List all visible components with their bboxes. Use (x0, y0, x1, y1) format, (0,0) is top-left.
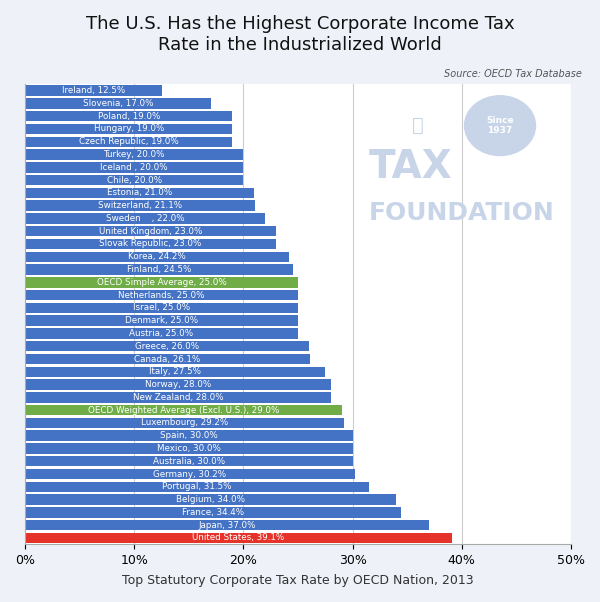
Text: FOUNDATION: FOUNDATION (369, 201, 555, 225)
Bar (25, 482, 369, 492)
Bar (25, 507, 401, 518)
Text: Denmark, 25.0%: Denmark, 25.0% (125, 316, 198, 325)
Bar (25, 188, 254, 198)
Bar (25, 277, 298, 288)
Bar (25, 405, 341, 415)
X-axis label: Top Statutory Corporate Tax Rate by OECD Nation, 2013: Top Statutory Corporate Tax Rate by OECD… (122, 574, 474, 587)
Text: Israel, 25.0%: Israel, 25.0% (133, 303, 190, 312)
Bar (25, 264, 293, 275)
Bar (25, 239, 276, 249)
Bar (25, 418, 344, 428)
Text: TAX: TAX (369, 148, 453, 186)
Text: OECD Weighted Average (Excl. U.S.), 29.0%: OECD Weighted Average (Excl. U.S.), 29.0… (88, 406, 279, 415)
Text: Switzerland, 21.1%: Switzerland, 21.1% (98, 201, 182, 210)
Text: Czech Republic, 19.0%: Czech Republic, 19.0% (79, 137, 179, 146)
Bar (25, 367, 325, 377)
Text: Greece, 26.0%: Greece, 26.0% (135, 342, 199, 351)
Text: Netherlands, 25.0%: Netherlands, 25.0% (118, 291, 205, 300)
Text: United Kingdom, 23.0%: United Kingdom, 23.0% (99, 227, 202, 236)
Bar (25, 162, 244, 173)
Bar (25, 456, 353, 467)
Bar (25, 392, 331, 403)
Bar (25, 290, 298, 300)
Text: Canada, 26.1%: Canada, 26.1% (134, 355, 200, 364)
Text: Luxembourg, 29.2%: Luxembourg, 29.2% (141, 418, 228, 427)
Text: Chile, 20.0%: Chile, 20.0% (107, 176, 162, 185)
Text: Turkey, 20.0%: Turkey, 20.0% (103, 150, 165, 159)
Text: The U.S. Has the Highest Corporate Income Tax
Rate in the Industrialized World: The U.S. Has the Highest Corporate Incom… (86, 15, 514, 54)
Text: 🏛: 🏛 (412, 116, 424, 135)
Circle shape (464, 96, 536, 155)
Bar (25, 200, 256, 211)
Bar (25, 520, 429, 530)
Text: Iceland , 20.0%: Iceland , 20.0% (100, 163, 168, 172)
Bar (25, 226, 276, 237)
Bar (25, 124, 232, 134)
Text: Austria, 25.0%: Austria, 25.0% (130, 329, 194, 338)
Text: Belgium, 34.0%: Belgium, 34.0% (176, 495, 245, 504)
Text: Norway, 28.0%: Norway, 28.0% (145, 380, 211, 389)
Text: Italy, 27.5%: Italy, 27.5% (149, 367, 201, 376)
Bar (25, 443, 353, 454)
Bar (25, 354, 310, 364)
Text: New Zealand, 28.0%: New Zealand, 28.0% (133, 393, 223, 402)
Bar (25, 494, 396, 505)
Bar (25, 533, 452, 543)
Text: OECD Simple Average, 25.0%: OECD Simple Average, 25.0% (97, 278, 226, 287)
Text: Mexico, 30.0%: Mexico, 30.0% (157, 444, 221, 453)
Text: Finland, 24.5%: Finland, 24.5% (127, 265, 191, 274)
Bar (25, 98, 211, 108)
Bar (25, 175, 244, 185)
Bar (25, 149, 244, 160)
Text: Estonia, 21.0%: Estonia, 21.0% (107, 188, 172, 197)
Bar (25, 469, 355, 479)
Text: Poland, 19.0%: Poland, 19.0% (98, 112, 160, 120)
Bar (25, 111, 232, 122)
Bar (25, 315, 298, 326)
Bar (25, 379, 331, 390)
Text: Since
1937: Since 1937 (486, 116, 514, 135)
Text: Slovenia, 17.0%: Slovenia, 17.0% (83, 99, 153, 108)
Bar (25, 85, 161, 96)
Bar (25, 341, 309, 352)
Text: United States, 39.1%: United States, 39.1% (193, 533, 284, 542)
Text: Spain, 30.0%: Spain, 30.0% (160, 431, 218, 440)
Text: Korea, 24.2%: Korea, 24.2% (128, 252, 186, 261)
Bar (25, 303, 298, 313)
Text: Germany, 30.2%: Germany, 30.2% (154, 470, 226, 479)
Bar (25, 252, 289, 262)
Text: France, 34.4%: France, 34.4% (182, 508, 244, 517)
Bar (25, 213, 265, 224)
Bar (25, 137, 232, 147)
Text: Ireland, 12.5%: Ireland, 12.5% (62, 86, 125, 95)
Text: Sweden    , 22.0%: Sweden , 22.0% (106, 214, 184, 223)
Text: Source: OECD Tax Database: Source: OECD Tax Database (444, 69, 582, 79)
Text: Japan, 37.0%: Japan, 37.0% (198, 521, 256, 530)
Text: Portugal, 31.5%: Portugal, 31.5% (162, 482, 232, 491)
Text: Hungary, 19.0%: Hungary, 19.0% (94, 125, 164, 134)
Text: Slovak Republic, 23.0%: Slovak Republic, 23.0% (100, 240, 202, 249)
Bar (25, 328, 298, 339)
Text: Australia, 30.0%: Australia, 30.0% (153, 457, 225, 466)
Bar (25, 430, 353, 441)
